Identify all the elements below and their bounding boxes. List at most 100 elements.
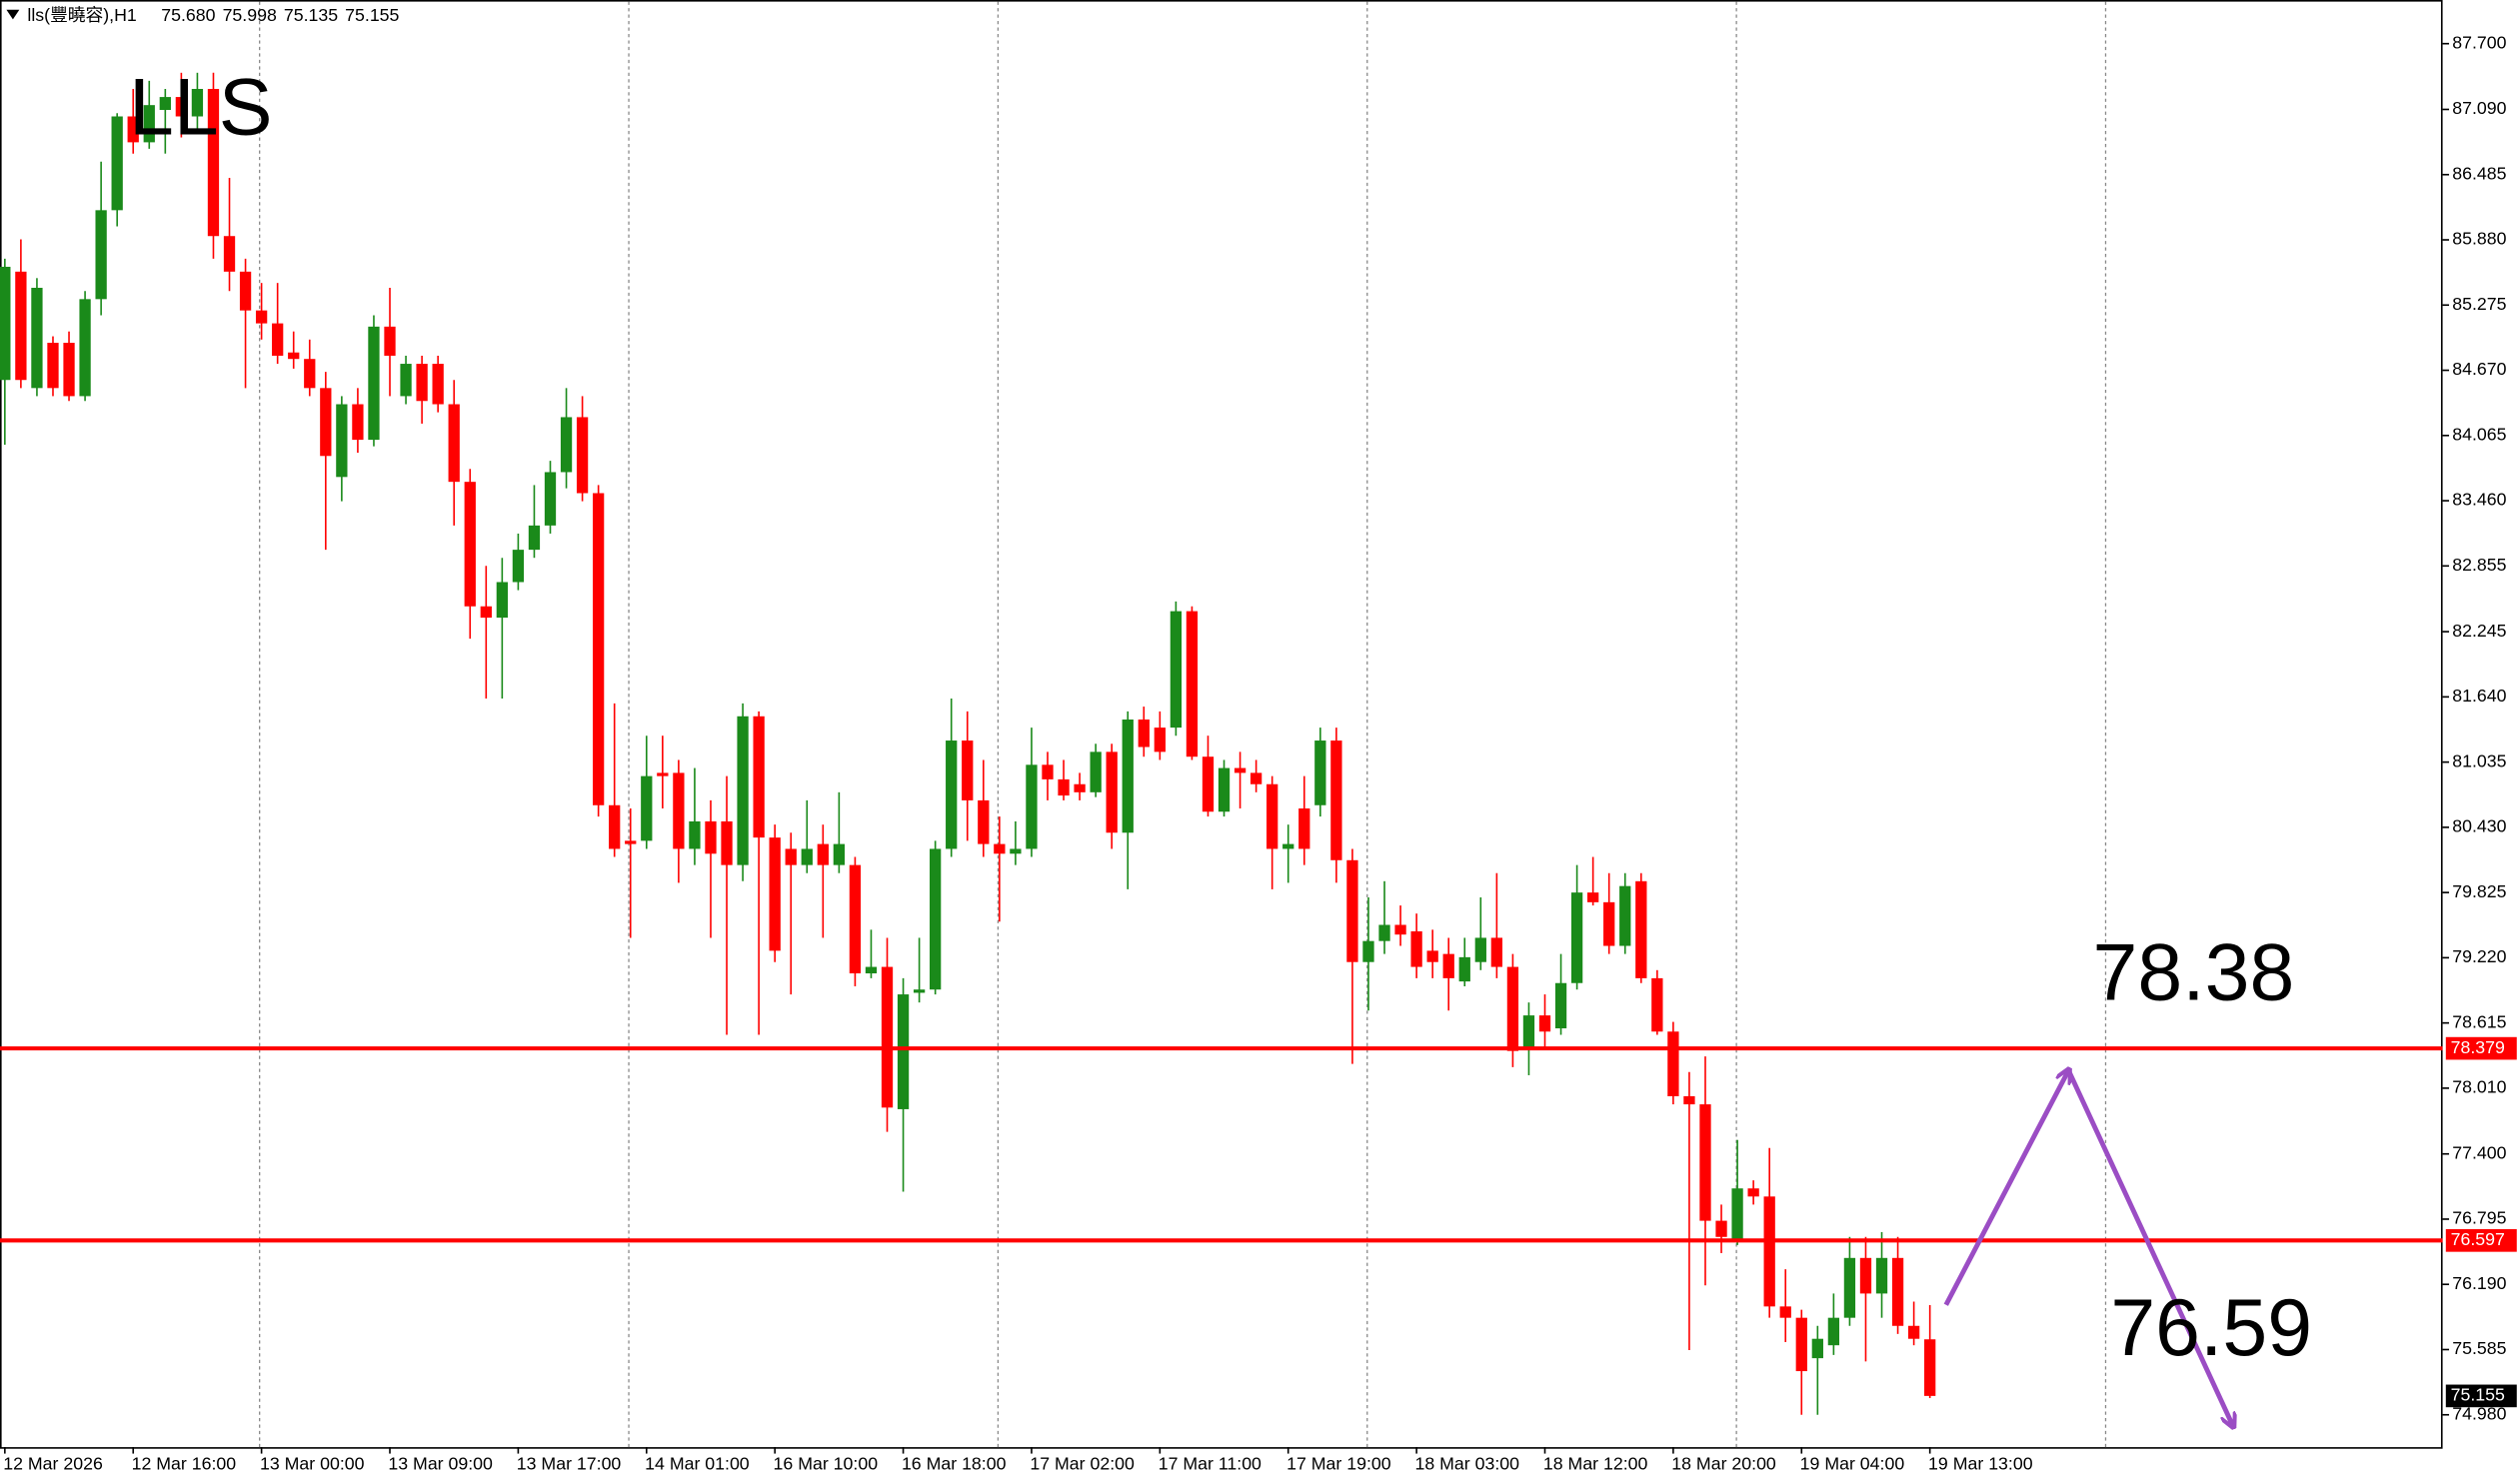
levels: 78.379 76.597 75.155 (0, 1036, 2517, 1408)
arrow-up (1943, 1070, 2069, 1306)
candle-body (1891, 1257, 1904, 1326)
candle-body (609, 804, 621, 849)
annotation: 76.59 (2110, 1283, 2312, 1373)
candle-body (753, 716, 765, 838)
x-tick-label: 17 Mar 02:00 (1030, 1454, 1135, 1473)
candle-body (416, 364, 428, 402)
y-tick-label: 85.880 (2452, 229, 2506, 249)
x-tick-label: 13 Mar 00:00 (260, 1454, 365, 1473)
annotation: 78.38 (2093, 927, 2295, 1017)
candle-body (1442, 953, 1454, 978)
candle-body (1250, 772, 1262, 784)
candle-body (1218, 767, 1231, 812)
candle-body (1699, 1104, 1711, 1221)
x-tick-label: 18 Mar 12:00 (1543, 1454, 1648, 1473)
candle-body (1811, 1338, 1823, 1359)
candle-body (1282, 843, 1294, 849)
candle-body (1875, 1257, 1888, 1294)
menu-triangle (6, 9, 20, 20)
y-tick-label: 76.190 (2452, 1273, 2506, 1293)
candle-body (1058, 778, 1070, 796)
candle-body (207, 88, 220, 237)
candle-body (31, 288, 43, 389)
candle-body (689, 820, 701, 849)
header-open: 75.680 (161, 5, 215, 25)
candle-body (528, 525, 541, 551)
candle-body (1010, 848, 1022, 854)
candle-body (930, 848, 942, 990)
candle-body (817, 843, 829, 865)
y-tick-label: 83.460 (2452, 490, 2506, 510)
candle-body (1266, 783, 1278, 849)
candle-body (897, 994, 910, 1109)
candle-body (159, 97, 171, 111)
candle-body (641, 775, 653, 841)
candle-body (1234, 767, 1247, 773)
candle-body (1042, 764, 1054, 779)
candle-body (978, 799, 990, 844)
y-tick-label: 82.855 (2452, 555, 2506, 575)
candle-body (737, 716, 749, 865)
header-close: 75.155 (345, 5, 399, 25)
candle-body (833, 843, 846, 865)
candle-body (1667, 1031, 1679, 1097)
candle-body (625, 840, 637, 844)
candle-body (1924, 1339, 1936, 1396)
candle-body (304, 359, 316, 389)
y-tick-label: 78.010 (2452, 1077, 2506, 1097)
candle-body (1795, 1317, 1807, 1372)
x-tick-label: 12 Mar 2026 (3, 1454, 103, 1473)
y-tick-label: 81.640 (2452, 686, 2506, 706)
candle-body (1490, 937, 1503, 967)
y-tick-label: 76.795 (2452, 1208, 2506, 1228)
candle-body (1859, 1257, 1872, 1294)
x-tick-label: 17 Mar 19:00 (1286, 1454, 1391, 1473)
candle-body (512, 550, 525, 583)
candle-body (496, 582, 508, 619)
x-tick-label: 13 Mar 09:00 (388, 1454, 493, 1473)
candle-body (352, 404, 364, 441)
candle-body (1474, 937, 1486, 962)
y-tick-label: 79.220 (2452, 946, 2506, 966)
candle-body (336, 404, 348, 478)
candle-body (1026, 764, 1038, 849)
x-tick-label: 12 Mar 16:00 (132, 1454, 237, 1473)
projection-arrows (1943, 1070, 2233, 1426)
candle-body (560, 417, 573, 473)
candle-body (191, 88, 204, 117)
candle-body (0, 266, 11, 381)
y-tick-label: 87.700 (2452, 32, 2506, 52)
y-tick-label: 84.065 (2452, 424, 2506, 444)
candle-body (1683, 1096, 1695, 1105)
candle-body (544, 472, 557, 526)
y-tick-label: 82.245 (2452, 621, 2506, 641)
candle-body (1619, 885, 1631, 946)
y-tick-label: 77.400 (2452, 1142, 2506, 1162)
candle-body (1538, 1015, 1551, 1032)
candle-body (368, 326, 380, 441)
candle-body (15, 271, 27, 381)
candle-body (1090, 751, 1102, 792)
candle-body (1587, 892, 1599, 902)
y-tick-label: 84.670 (2452, 359, 2506, 379)
candle-body (913, 989, 926, 993)
last-price-label: 75.155 (2451, 1385, 2505, 1405)
x-tick-label: 18 Mar 03:00 (1415, 1454, 1520, 1473)
candle-body (1603, 901, 1615, 946)
x-tick-label: 19 Mar 04:00 (1800, 1454, 1905, 1473)
candle-body (673, 772, 685, 849)
y-tick-label: 74.980 (2452, 1403, 2506, 1423)
candle-body (1186, 611, 1199, 757)
x-tick-label: 14 Mar 01:00 (645, 1454, 750, 1473)
x-tick-label: 17 Mar 11:00 (1159, 1454, 1261, 1473)
candle-body (1154, 728, 1166, 752)
candle-body (448, 404, 460, 483)
candle-body (1554, 982, 1567, 1029)
candle-body (1458, 956, 1470, 982)
level-label-box (2445, 1229, 2517, 1252)
last-price-box (2445, 1384, 2517, 1408)
candle-body (865, 966, 878, 974)
candle-body (1426, 950, 1438, 962)
candle-body (1410, 930, 1422, 967)
level-label-box (2445, 1036, 2517, 1060)
